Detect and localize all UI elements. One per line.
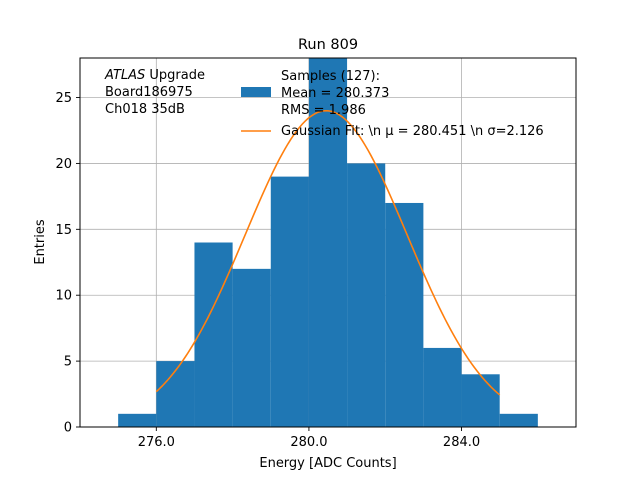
histogram-bar: [194, 242, 233, 427]
y-tick-label: 5: [64, 355, 72, 370]
x-tick-label: 276.0: [138, 435, 175, 450]
y-tick-label: 20: [55, 157, 72, 172]
gaussian-fit-curve: [155, 109, 501, 396]
histogram-bar: [270, 176, 309, 427]
histogram-bar: [308, 58, 348, 427]
legend-label-samples: Mean = 280.373: [281, 86, 389, 101]
atlas-annotation: ATLAS Upgrade Board186975 Ch018 35dB: [104, 68, 205, 117]
legend-patch-samples: [241, 87, 271, 97]
y-axis-label: Entries: [33, 219, 48, 265]
histogram-bar: [461, 374, 500, 427]
legend-label-samples: Samples (127):: [281, 69, 380, 84]
histogram-bar: [423, 347, 462, 427]
plot-frame: [79, 57, 577, 428]
y-tick-label: 10: [55, 289, 72, 304]
histogram-bar: [347, 163, 386, 427]
chart-title: Run 809: [298, 37, 358, 53]
x-tick-label: 284.0: [443, 435, 480, 450]
y-tick-label: 15: [55, 223, 72, 238]
annotation-line: Board186975: [105, 85, 193, 100]
legend: Samples (127): Mean = 280.373 RMS = 1.98…: [241, 69, 544, 139]
x-tick-label: 280.0: [290, 435, 327, 450]
histogram-bar: [118, 413, 157, 427]
fit-line: [155, 109, 501, 396]
y-axis-ticks: 0 5 10 15 20 25: [55, 91, 80, 436]
y-tick-label: 0: [64, 421, 72, 436]
annotation-line: ATLAS Upgrade: [104, 68, 205, 83]
annotation-line: Ch018 35dB: [105, 102, 185, 117]
histogram-bar: [385, 202, 424, 427]
histogram-bars: [118, 58, 538, 427]
x-axis-ticks: 276.0 280.0 284.0: [138, 427, 480, 450]
y-tick-label: 25: [55, 91, 72, 106]
legend-label-fit: Gaussian Fit: \n μ = 280.451 \n σ=2.126: [281, 124, 544, 139]
histogram-bar: [232, 268, 271, 427]
histogram-bar: [156, 361, 195, 427]
x-axis-label: Energy [ADC Counts]: [259, 456, 396, 471]
legend-label-samples: RMS = 1.986: [281, 103, 366, 118]
histogram-bar: [499, 413, 538, 427]
